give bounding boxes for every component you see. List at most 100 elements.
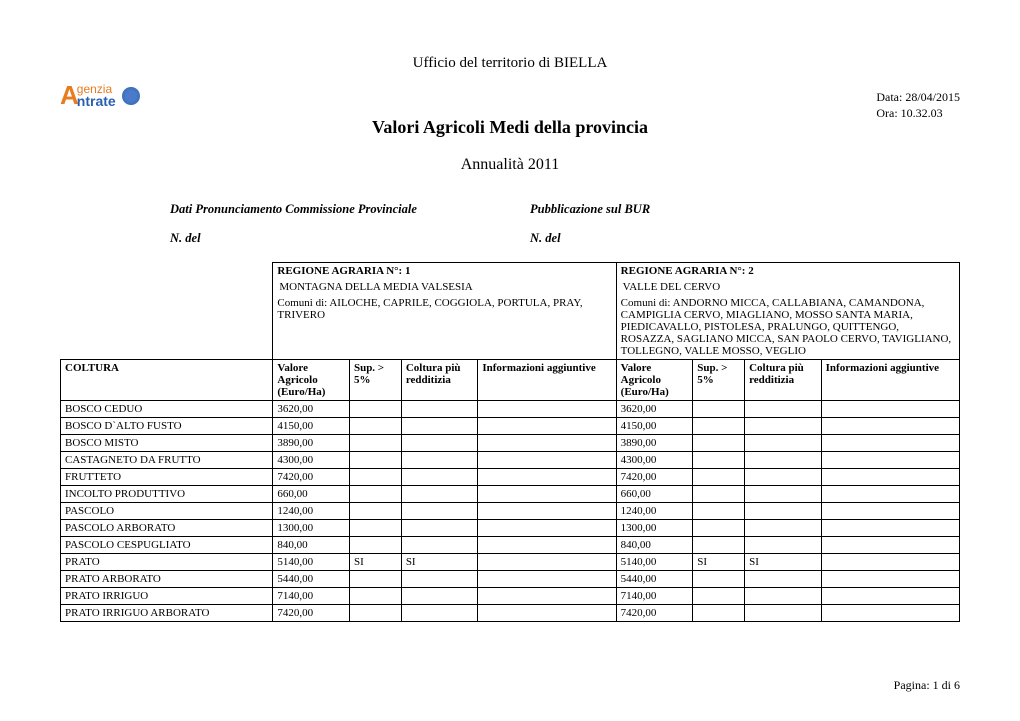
table-row: INCOLTO PRODUTTIVO660,00660,00 <box>61 486 960 503</box>
col-sup-1: Sup. > 5% <box>349 360 401 401</box>
cell-info-1 <box>478 537 616 554</box>
cell-info-2 <box>821 435 959 452</box>
col-redditizia-1: Coltura più redditizia <box>401 360 478 401</box>
cell-valore-1: 7140,00 <box>273 588 350 605</box>
cell-redditizia-1 <box>401 401 478 418</box>
table-row: BOSCO CEDUO3620,003620,00 <box>61 401 960 418</box>
col-coltura: COLTURA <box>61 360 273 401</box>
col-valore-2: Valore Agricolo (Euro/Ha) <box>616 360 693 401</box>
cell-valore-2: 5440,00 <box>616 571 693 588</box>
cell-valore-2: 1240,00 <box>616 503 693 520</box>
region1-comuni: Comuni di: AILOCHE, CAPRILE, COGGIOLA, P… <box>277 297 611 321</box>
table-row: PRATO IRRIGUO7140,007140,00 <box>61 588 960 605</box>
cell-redditizia-2 <box>745 605 822 622</box>
table-row: CASTAGNETO DA FRUTTO4300,004300,00 <box>61 452 960 469</box>
cell-valore-2: 7420,00 <box>616 469 693 486</box>
cell-redditizia-2 <box>745 520 822 537</box>
cell-info-2 <box>821 554 959 571</box>
page-title: Valori Agricoli Medi della provincia <box>60 117 960 138</box>
cell-sup-1 <box>349 435 401 452</box>
cell-info-2 <box>821 401 959 418</box>
cell-info-1 <box>478 520 616 537</box>
cell-coltura: PRATO IRRIGUO ARBORATO <box>61 605 273 622</box>
cell-sup-2 <box>693 520 745 537</box>
cell-valore-1: 5140,00 <box>273 554 350 571</box>
cell-redditizia-2 <box>745 452 822 469</box>
cell-info-1 <box>478 588 616 605</box>
ufficio-header: Ufficio del territorio di BIELLA <box>60 55 960 72</box>
cell-info-1 <box>478 401 616 418</box>
cell-coltura: PRATO <box>61 554 273 571</box>
n-del-right: N. del <box>470 231 561 246</box>
cell-valore-2: 1300,00 <box>616 520 693 537</box>
cell-info-1 <box>478 486 616 503</box>
cell-info-2 <box>821 452 959 469</box>
cell-sup-2 <box>693 418 745 435</box>
cell-redditizia-2 <box>745 571 822 588</box>
cell-redditizia-1 <box>401 452 478 469</box>
cell-redditizia-2 <box>745 486 822 503</box>
cell-redditizia-1 <box>401 486 478 503</box>
cell-valore-1: 3890,00 <box>273 435 350 452</box>
cell-redditizia-1 <box>401 571 478 588</box>
cell-coltura: PASCOLO <box>61 503 273 520</box>
cell-sup-2 <box>693 571 745 588</box>
cell-redditizia-1 <box>401 537 478 554</box>
cell-coltura: CASTAGNETO DA FRUTTO <box>61 452 273 469</box>
cell-sup-2 <box>693 537 745 554</box>
column-header-row: COLTURA Valore Agricolo (Euro/Ha) Sup. >… <box>61 360 960 401</box>
dati-pronunciamento-label: Dati Pronunciamento Commissione Provinci… <box>60 202 470 217</box>
meta-date-time: Data: 28/04/2015 Ora: 10.32.03 <box>876 90 960 121</box>
cell-sup-2 <box>693 486 745 503</box>
table-row: PASCOLO ARBORATO1300,001300,00 <box>61 520 960 537</box>
valori-table: REGIONE AGRARIA N°: 1 REGIONE AGRARIA N°… <box>60 262 960 622</box>
cell-sup-2 <box>693 469 745 486</box>
cell-valore-1: 1240,00 <box>273 503 350 520</box>
cell-coltura: PASCOLO CESPUGLIATO <box>61 537 273 554</box>
cell-valore-1: 7420,00 <box>273 605 350 622</box>
region2-comuni: Comuni di: ANDORNO MICCA, CALLABIANA, CA… <box>621 297 955 357</box>
ora-label: Ora: 10.32.03 <box>876 106 960 122</box>
page-footer: Pagina: 1 di 6 <box>894 678 960 693</box>
cell-valore-2: 660,00 <box>616 486 693 503</box>
cell-valore-1: 5440,00 <box>273 571 350 588</box>
cell-sup-1 <box>349 503 401 520</box>
cell-info-2 <box>821 588 959 605</box>
cell-valore-2: 5140,00 <box>616 554 693 571</box>
cell-valore-1: 4300,00 <box>273 452 350 469</box>
cell-coltura: INCOLTO PRODUTTIVO <box>61 486 273 503</box>
cell-sup-2 <box>693 452 745 469</box>
cell-redditizia-2 <box>745 588 822 605</box>
cell-valore-2: 4150,00 <box>616 418 693 435</box>
cell-info-1 <box>478 571 616 588</box>
cell-redditizia-1 <box>401 418 478 435</box>
cell-info-1 <box>478 469 616 486</box>
table-row: PRATO IRRIGUO ARBORATO7420,007420,00 <box>61 605 960 622</box>
col-redditizia-2: Coltura più redditizia <box>745 360 822 401</box>
cell-sup-2 <box>693 401 745 418</box>
cell-sup-1 <box>349 571 401 588</box>
cell-redditizia-2 <box>745 435 822 452</box>
cell-redditizia-2 <box>745 469 822 486</box>
cell-info-1 <box>478 503 616 520</box>
col-valore-1: Valore Agricolo (Euro/Ha) <box>273 360 350 401</box>
region-header-row: REGIONE AGRARIA N°: 1 REGIONE AGRARIA N°… <box>61 263 960 280</box>
cell-sup-2 <box>693 435 745 452</box>
cell-coltura: BOSCO CEDUO <box>61 401 273 418</box>
cell-coltura: BOSCO D`ALTO FUSTO <box>61 418 273 435</box>
data-label: Data: 28/04/2015 <box>876 90 960 106</box>
cell-info-2 <box>821 469 959 486</box>
cell-info-2 <box>821 503 959 520</box>
cell-sup-1 <box>349 520 401 537</box>
emblem-icon <box>122 87 140 105</box>
cell-redditizia-1 <box>401 520 478 537</box>
cell-redditizia-2 <box>745 418 822 435</box>
cell-sup-1: SI <box>349 554 401 571</box>
logo-text-bottom: ntrate <box>77 95 116 108</box>
col-info-1: Informazioni aggiuntive <box>478 360 616 401</box>
cell-valore-2: 3890,00 <box>616 435 693 452</box>
cell-valore-2: 3620,00 <box>616 401 693 418</box>
cell-valore-2: 7140,00 <box>616 588 693 605</box>
cell-info-2 <box>821 418 959 435</box>
pubblicazione-label: Pubblicazione sul BUR <box>470 202 650 217</box>
